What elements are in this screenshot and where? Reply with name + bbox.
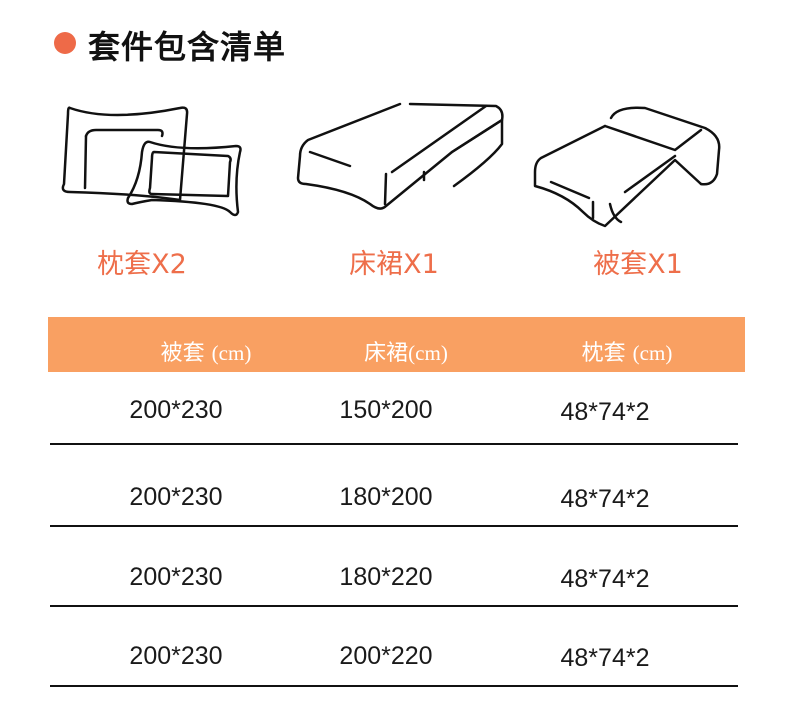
row-divider	[50, 525, 738, 527]
header-pillowcase: 枕套 (cm)	[581, 341, 673, 366]
cell: 48*74*2	[560, 398, 650, 426]
item-label-bed-skirt: 床裙X1	[349, 249, 439, 280]
cell: 48*74*2	[560, 485, 650, 513]
cell: 200*230	[129, 396, 223, 424]
cell: 48*74*2	[560, 565, 650, 593]
cell: 180*220	[339, 563, 433, 591]
duvet-cover-icon	[525, 100, 735, 234]
cell: 200*230	[129, 642, 223, 670]
header-bed-skirt: 床裙(cm)	[364, 341, 448, 366]
item-label-duvet-cover: 被套X1	[593, 249, 683, 280]
page-title: 套件包含清单	[88, 28, 287, 66]
cell: 200*230	[129, 563, 223, 591]
cell: 180*200	[339, 483, 433, 511]
bed-skirt-icon	[290, 100, 510, 224]
cell: 48*74*2	[560, 644, 650, 672]
cell: 150*200	[339, 396, 433, 424]
pillow-icon	[60, 100, 250, 224]
row-divider	[50, 685, 738, 687]
row-divider	[50, 605, 738, 607]
header-duvet-cover: 被套 (cm)	[160, 341, 252, 366]
cell: 200*230	[129, 483, 223, 511]
cell: 200*220	[339, 642, 433, 670]
row-divider	[50, 443, 738, 445]
table-header	[48, 317, 745, 372]
item-label-pillowcase: 枕套X2	[97, 249, 187, 280]
title-bullet	[54, 32, 76, 54]
